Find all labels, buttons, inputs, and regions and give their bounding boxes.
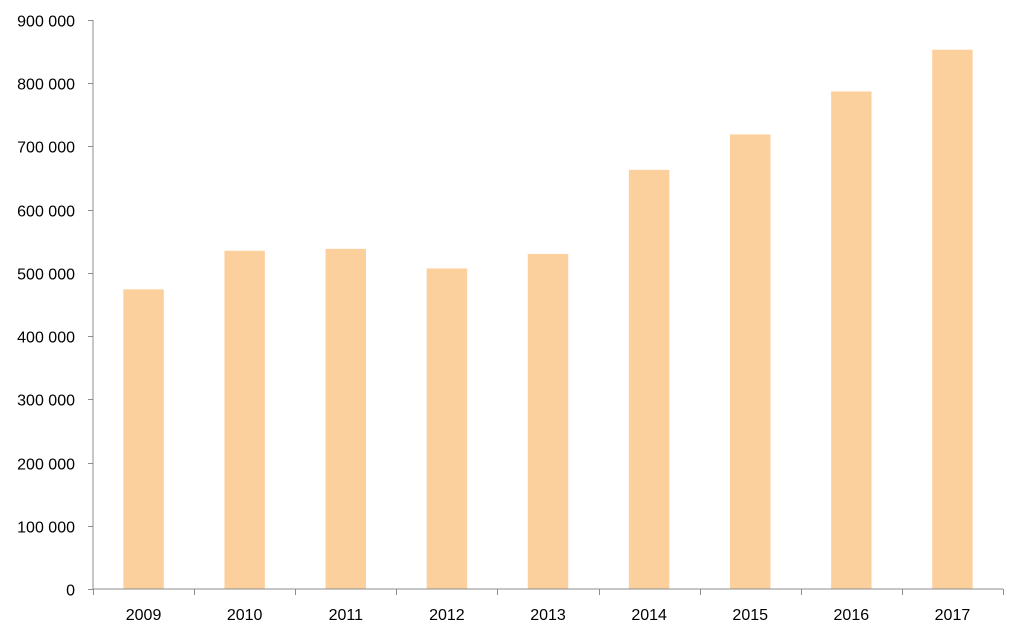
- y-tick-label: 700 000: [17, 140, 75, 157]
- axes-layer: [88, 20, 1004, 595]
- bar-2016: [831, 91, 872, 589]
- y-tick-label: 900 000: [17, 14, 75, 31]
- bar-2014: [628, 169, 670, 589]
- bar-2015: [730, 134, 771, 589]
- bar-2010: [224, 250, 265, 589]
- x-tick-label: 2012: [429, 607, 465, 624]
- y-tick-label: 200 000: [17, 457, 75, 474]
- y-tick-label: 600 000: [17, 204, 75, 221]
- y-tick-label: 800 000: [17, 77, 75, 94]
- x-tick-label: 2016: [834, 607, 870, 624]
- x-tick-label: 2014: [631, 607, 667, 624]
- y-tick-label: 400 000: [17, 330, 75, 347]
- bar-2009: [123, 289, 164, 589]
- bars-layer: [123, 49, 973, 590]
- y-tick-label: 100 000: [17, 520, 75, 537]
- y-tick-label: 500 000: [17, 267, 75, 284]
- x-tick-label: 2011: [329, 607, 364, 624]
- x-tick-label: 2013: [530, 607, 566, 624]
- x-tick-label: 2017: [935, 607, 971, 624]
- x-tick-label: 2009: [126, 607, 162, 624]
- y-tick-label: 300 000: [17, 393, 75, 410]
- x-tick-label: 2010: [227, 607, 263, 624]
- x-tick-label: 2015: [732, 607, 768, 624]
- bar-2011: [325, 248, 366, 590]
- bar-2017: [932, 49, 973, 589]
- bar-2012: [426, 268, 468, 589]
- y-tick-label: 0: [66, 583, 75, 600]
- bar-2013: [527, 253, 569, 590]
- labels-layer: 0 100 000 200 000 300 000 400 000 500 000 600 …: [17, 14, 970, 625]
